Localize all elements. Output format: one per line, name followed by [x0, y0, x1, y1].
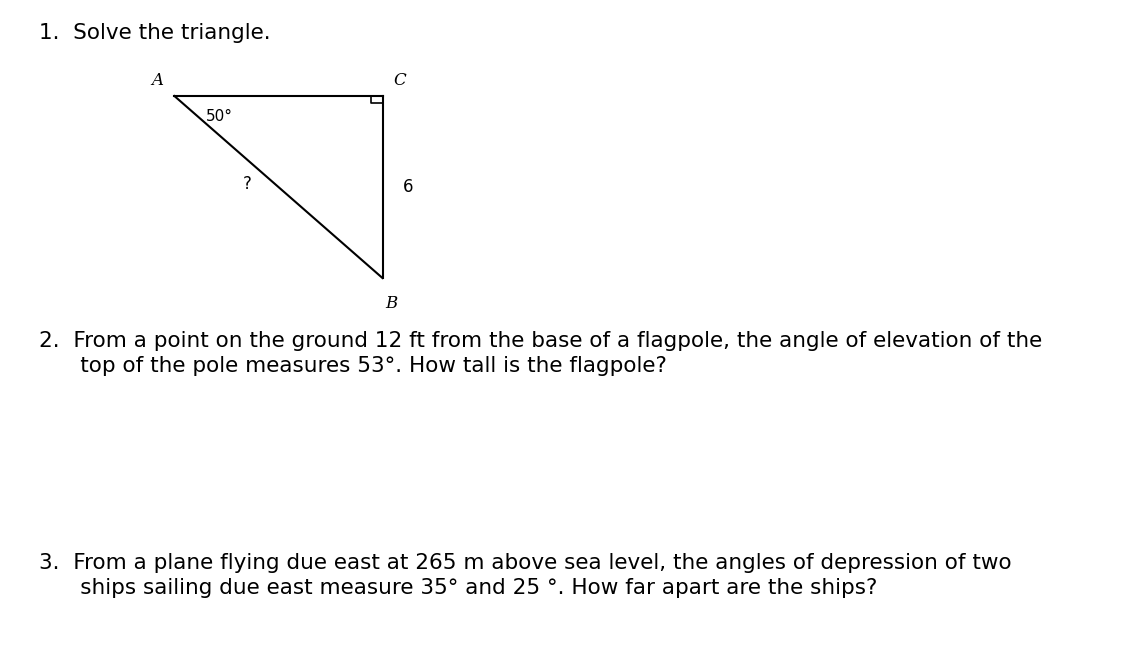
Text: ships sailing due east measure 35° and 25 °. How far apart are the ships?: ships sailing due east measure 35° and 2… [39, 578, 878, 598]
Text: C: C [393, 72, 406, 89]
Text: 3.  From a plane flying due east at 265 m above sea level, the angles of depress: 3. From a plane flying due east at 265 m… [39, 553, 1012, 573]
Text: top of the pole measures 53°. How tall is the flagpole?: top of the pole measures 53°. How tall i… [39, 356, 667, 376]
Text: 1.  Solve the triangle.: 1. Solve the triangle. [39, 23, 271, 43]
Text: 2.  From a point on the ground 12 ft from the base of a flagpole, the angle of e: 2. From a point on the ground 12 ft from… [39, 331, 1043, 351]
Text: B: B [386, 295, 397, 312]
Text: A: A [152, 72, 163, 89]
Text: ?: ? [243, 175, 251, 193]
Text: 6: 6 [403, 178, 413, 196]
Text: 50°: 50° [206, 109, 233, 124]
